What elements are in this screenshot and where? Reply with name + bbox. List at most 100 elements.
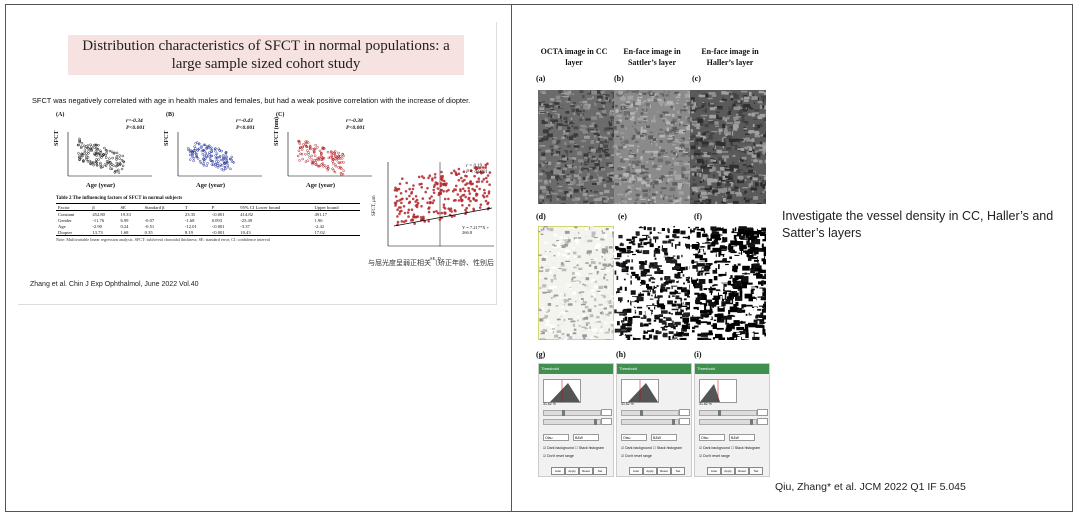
scatter-point (341, 172, 345, 176)
dark-background-checkbox[interactable]: ☑ Dark background ☐ Stack histogram (699, 446, 760, 450)
scatter-point (195, 141, 199, 144)
table-cell: 1.68 (120, 229, 129, 235)
scatter-point (461, 180, 464, 183)
scatter-point (481, 194, 485, 197)
table-cell: <0.001 (211, 229, 225, 235)
scatter-point (188, 150, 192, 154)
scatter-point (210, 150, 213, 154)
reset-button[interactable]: Reset (735, 467, 749, 475)
scatter-point (421, 197, 425, 200)
scatter-point (393, 201, 397, 205)
scatter-point (411, 218, 415, 222)
set-button[interactable]: Set (593, 467, 607, 475)
scatter-point (122, 160, 125, 163)
scatter-point (206, 162, 209, 165)
scatter-point (231, 160, 234, 164)
scatter-point (450, 171, 453, 175)
table-cell: 0.35 (144, 229, 153, 235)
scatter-point (102, 153, 106, 156)
panel-label-c: (c) (692, 74, 701, 83)
scatter-point (76, 143, 80, 147)
dark-background-checkbox[interactable]: ☑ Dark background ☐ Stack histogram (543, 446, 604, 450)
dont-reset-checkbox[interactable]: ☑ Don't reset range (699, 454, 730, 458)
threshold-value-field[interactable] (601, 409, 612, 416)
scatter-point (210, 148, 214, 152)
apply-button[interactable]: Apply (643, 467, 657, 475)
method-select[interactable]: Otsu (543, 434, 569, 441)
mode-select[interactable]: B&W (573, 434, 599, 441)
scatter-point (308, 156, 311, 159)
scatter-point (99, 161, 102, 165)
scatter-point (318, 149, 322, 153)
mode-select[interactable]: B&W (651, 434, 677, 441)
reset-button[interactable]: Reset (579, 467, 593, 475)
table-cell: -2.42 (314, 223, 325, 229)
scatter-point (297, 149, 301, 153)
auto-button[interactable]: Auto (551, 467, 565, 475)
scatter-point (330, 154, 334, 158)
threshold-slider[interactable] (699, 410, 757, 416)
scatter-point (427, 176, 430, 180)
scatter-point (471, 187, 474, 191)
threshold-slider[interactable] (699, 419, 757, 425)
threshold-value-field[interactable] (679, 409, 690, 416)
scatter-point (197, 148, 200, 151)
apply-button[interactable]: Apply (721, 467, 735, 475)
enface-image-haller (690, 90, 766, 204)
scatter-point (203, 149, 206, 153)
scatter-point (115, 155, 119, 158)
dont-reset-checkbox[interactable]: ☑ Don't reset range (543, 454, 574, 458)
scatter-point (478, 166, 482, 169)
scatter-point (476, 166, 479, 170)
scatter-point (438, 218, 442, 221)
dark-background-checkbox[interactable]: ☑ Dark background ☐ Stack histogram (621, 446, 682, 450)
scatter-point (460, 176, 463, 180)
auto-button[interactable]: Auto (707, 467, 721, 475)
threshold-dialog-h: Threshold 31.62 % Otsu B&W ☑ Dark background… (616, 363, 692, 477)
threshold-slider[interactable] (543, 419, 601, 425)
scatter-point (298, 146, 302, 150)
table-note: Note: Multivariable linear regression an… (56, 237, 270, 242)
threshold-value-field[interactable] (601, 418, 612, 425)
auto-button[interactable]: Auto (629, 467, 643, 475)
left-citation: Zhang et al. Chin J Exp Ophthalmol, June… (30, 281, 199, 288)
scatter-point (118, 157, 121, 160)
histogram (621, 379, 659, 403)
scatter-point (120, 158, 124, 162)
scatter-point (433, 176, 437, 179)
dont-reset-checkbox[interactable]: ☑ Don't reset range (621, 454, 652, 458)
method-select[interactable]: Otsu (699, 434, 725, 441)
scatter-point (482, 177, 486, 181)
scatter-point (467, 189, 471, 193)
reset-button[interactable]: Reset (657, 467, 671, 475)
method-select[interactable]: Otsu (621, 434, 647, 441)
threshold-value-field[interactable] (757, 418, 768, 425)
scatter-point (223, 165, 227, 169)
threshold-slider[interactable] (621, 410, 679, 416)
threshold-slider[interactable] (543, 410, 601, 416)
scatter-point (410, 208, 414, 211)
threshold-value-field[interactable] (757, 409, 768, 416)
scatter-point (331, 162, 335, 165)
scatter-point (192, 159, 195, 163)
panel-xlabel: Age (year) (196, 182, 226, 189)
scatter-point (400, 209, 403, 213)
scatter-point (432, 191, 436, 195)
scatter-point (97, 158, 100, 161)
apply-button[interactable]: Apply (565, 467, 579, 475)
set-button[interactable]: Set (671, 467, 685, 475)
threshold-slider[interactable] (621, 419, 679, 425)
scatter-point (80, 141, 84, 145)
scatter-point (104, 156, 108, 159)
set-button[interactable]: Set (749, 467, 763, 475)
scatter-point (414, 200, 417, 203)
mode-select[interactable]: B&W (729, 434, 755, 441)
scatter-point (328, 156, 332, 159)
scatter-point (488, 171, 492, 174)
scatter-point (342, 161, 345, 164)
threshold-value-field[interactable] (679, 418, 690, 425)
scatter-point (78, 139, 81, 142)
scatter-point (332, 169, 336, 172)
scatter-point (404, 219, 408, 223)
threshold-percent: 31.62 % (621, 402, 634, 406)
